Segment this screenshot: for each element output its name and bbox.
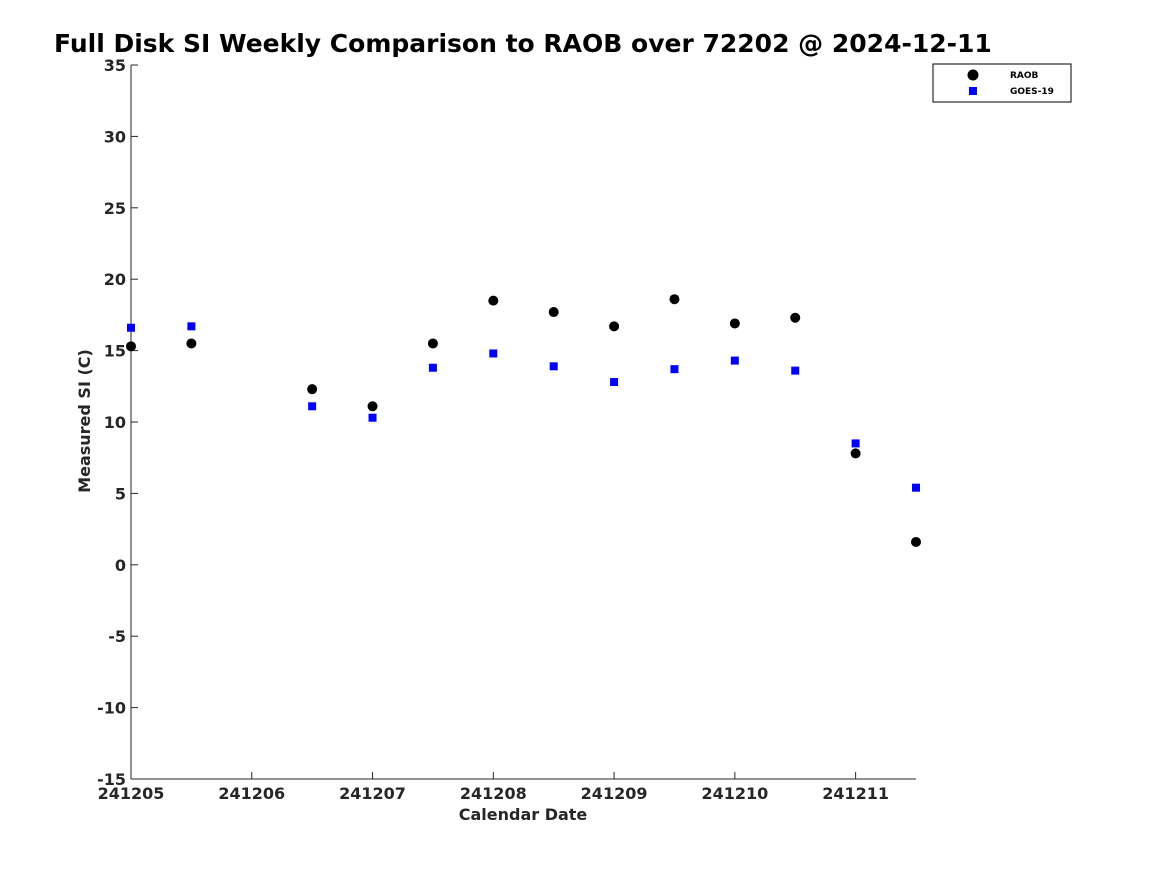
x-axis-label: Calendar Date [459,805,588,824]
data-point-goes-19 [308,402,317,411]
data-point-goes-19 [127,323,135,332]
data-point-raob [307,384,318,395]
data-point-raob [911,536,921,547]
data-point-raob [488,295,499,306]
data-point-raob [850,448,861,459]
data-point-raob [126,341,136,352]
data-point-goes-19 [791,366,800,375]
data-point-goes-19 [368,413,377,422]
series-raob [126,294,921,547]
x-tick-label: 241205 [98,784,165,803]
y-tick-label: 0 [115,556,126,575]
legend: RAOB GOES-19 [932,63,1072,103]
y-tick-label: 5 [115,484,126,503]
data-point-raob [790,312,801,323]
data-point-goes-19 [610,378,619,387]
x-tick-label: 241211 [822,784,889,803]
data-point-goes-19 [428,363,437,372]
data-point-goes-19 [489,349,498,358]
y-tick-label: -15 [97,770,126,789]
series-goes-19 [127,322,920,492]
x-axis-ticks: 241205 241206 241207 241208 241209 241210 2412… [98,772,889,803]
data-point-raob [548,307,559,318]
y-axis-label: Measured SI (C) [75,349,94,493]
x-tick-label: 241208 [460,784,527,803]
data-point-raob [186,338,197,349]
y-tick-label: -10 [97,699,126,718]
y-tick-label: 10 [104,413,126,432]
data-point-goes-19 [187,322,196,331]
legend-box [932,63,1072,103]
data-point-goes-19 [730,356,739,365]
legend-marker-raob [967,69,979,81]
data-point-raob [427,338,438,349]
data-point-raob [729,318,740,329]
data-points [126,294,921,547]
y-axis-ticks: -15 -10 -5 0 5 10 15 20 25 30 35 [97,56,138,789]
data-point-raob [609,321,620,332]
chart-title: Full Disk SI Weekly Comparison to RAOB o… [54,29,992,58]
y-tick-label: 15 [104,342,126,361]
y-tick-label: 25 [104,199,126,218]
x-tick-label: 241206 [218,784,285,803]
y-tick-label: 20 [104,270,126,289]
axes [130,65,916,780]
y-tick-label: -5 [108,627,126,646]
x-tick-label: 241209 [581,784,648,803]
legend-label-raob: RAOB [1010,71,1039,81]
x-tick-label: 241207 [339,784,406,803]
y-tick-label: 35 [104,56,126,75]
data-point-goes-19 [851,439,860,448]
data-point-goes-19 [549,362,558,371]
legend-label-goes: GOES-19 [1010,87,1054,97]
data-point-raob [669,294,680,305]
data-point-goes-19 [912,483,920,492]
legend-marker-goes [969,87,977,95]
y-tick-label: 30 [104,127,126,146]
data-point-goes-19 [670,365,679,374]
x-tick-label: 241210 [701,784,768,803]
data-point-raob [367,401,378,412]
